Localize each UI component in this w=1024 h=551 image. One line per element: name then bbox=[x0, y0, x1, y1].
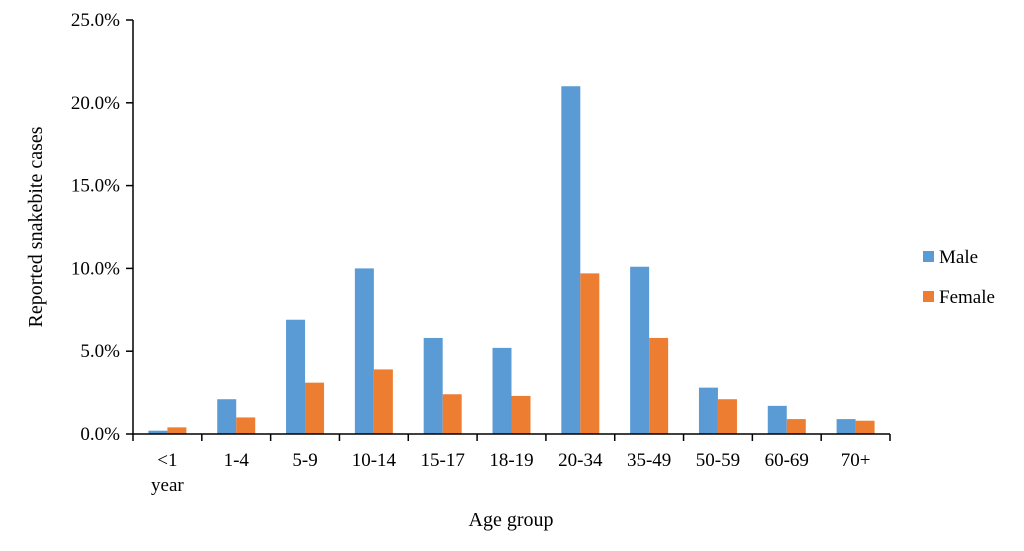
bar-female-8 bbox=[717, 399, 737, 434]
bar-female-0 bbox=[167, 427, 187, 434]
legend-label-female: Female bbox=[939, 287, 995, 308]
x-tick-label: 10-14 bbox=[352, 450, 397, 471]
y-tick-label: 25.0% bbox=[71, 10, 120, 31]
bar-male-5 bbox=[492, 347, 512, 434]
bar-male-1 bbox=[217, 399, 237, 434]
x-tick-label: 70+ bbox=[841, 450, 871, 471]
bar-female-5 bbox=[511, 395, 531, 434]
bar-female-1 bbox=[236, 417, 256, 434]
bar-male-3 bbox=[354, 268, 374, 434]
bar-male-2 bbox=[286, 319, 306, 434]
bar-female-7 bbox=[649, 337, 669, 434]
x-tick-layer: <1 year 1-4 5-9 10-14 15-17 18-19 20-34 35-49 50-… bbox=[132, 434, 891, 496]
y-tick-layer: 0.0% 5.0% 10.0% 15.0% 20.0% 25.0% bbox=[71, 10, 133, 445]
legend: Male Female bbox=[923, 247, 995, 308]
x-tick-label: 5-9 bbox=[292, 450, 317, 471]
x-tick-label: 1-4 bbox=[224, 450, 250, 471]
x-tick-label: 18-19 bbox=[489, 450, 533, 471]
legend-label-male: Male bbox=[939, 247, 978, 268]
x-tick-label: 60-69 bbox=[765, 450, 809, 471]
y-tick-label: 10.0% bbox=[71, 258, 120, 279]
x-tick-label: 20-34 bbox=[558, 450, 603, 471]
bar-male-8 bbox=[698, 387, 718, 434]
y-tick-label: 0.0% bbox=[80, 424, 120, 445]
x-tick-label: 35-49 bbox=[627, 450, 671, 471]
x-tick-label: <1 bbox=[157, 450, 177, 471]
x-axis-title: Age group bbox=[469, 509, 554, 531]
x-tick-label: year bbox=[151, 475, 184, 496]
y-tick-label: 5.0% bbox=[80, 341, 120, 362]
bar-female-3 bbox=[373, 369, 393, 434]
bar-male-4 bbox=[423, 337, 443, 434]
bar-female-2 bbox=[305, 382, 325, 434]
legend-swatch-male bbox=[923, 251, 934, 262]
bar-female-10 bbox=[855, 420, 875, 434]
bar-male-6 bbox=[561, 86, 581, 435]
bar-male-9 bbox=[767, 405, 787, 434]
y-axis-title: Reported snakebite cases bbox=[25, 126, 47, 327]
y-tick-label: 15.0% bbox=[71, 176, 120, 197]
y-tick-label: 20.0% bbox=[71, 93, 120, 114]
x-tick-label: 15-17 bbox=[421, 450, 465, 471]
bar-female-4 bbox=[442, 394, 462, 434]
legend-swatch-female bbox=[923, 291, 934, 302]
bar-female-9 bbox=[786, 419, 806, 434]
bar-male-0 bbox=[148, 430, 168, 434]
axes-layer bbox=[132, 20, 890, 435]
bar-male-7 bbox=[630, 266, 650, 434]
bars-layer bbox=[148, 86, 875, 435]
bar-male-10 bbox=[836, 419, 856, 434]
x-tick-label: 50-59 bbox=[696, 450, 740, 471]
bar-female-6 bbox=[580, 273, 600, 434]
